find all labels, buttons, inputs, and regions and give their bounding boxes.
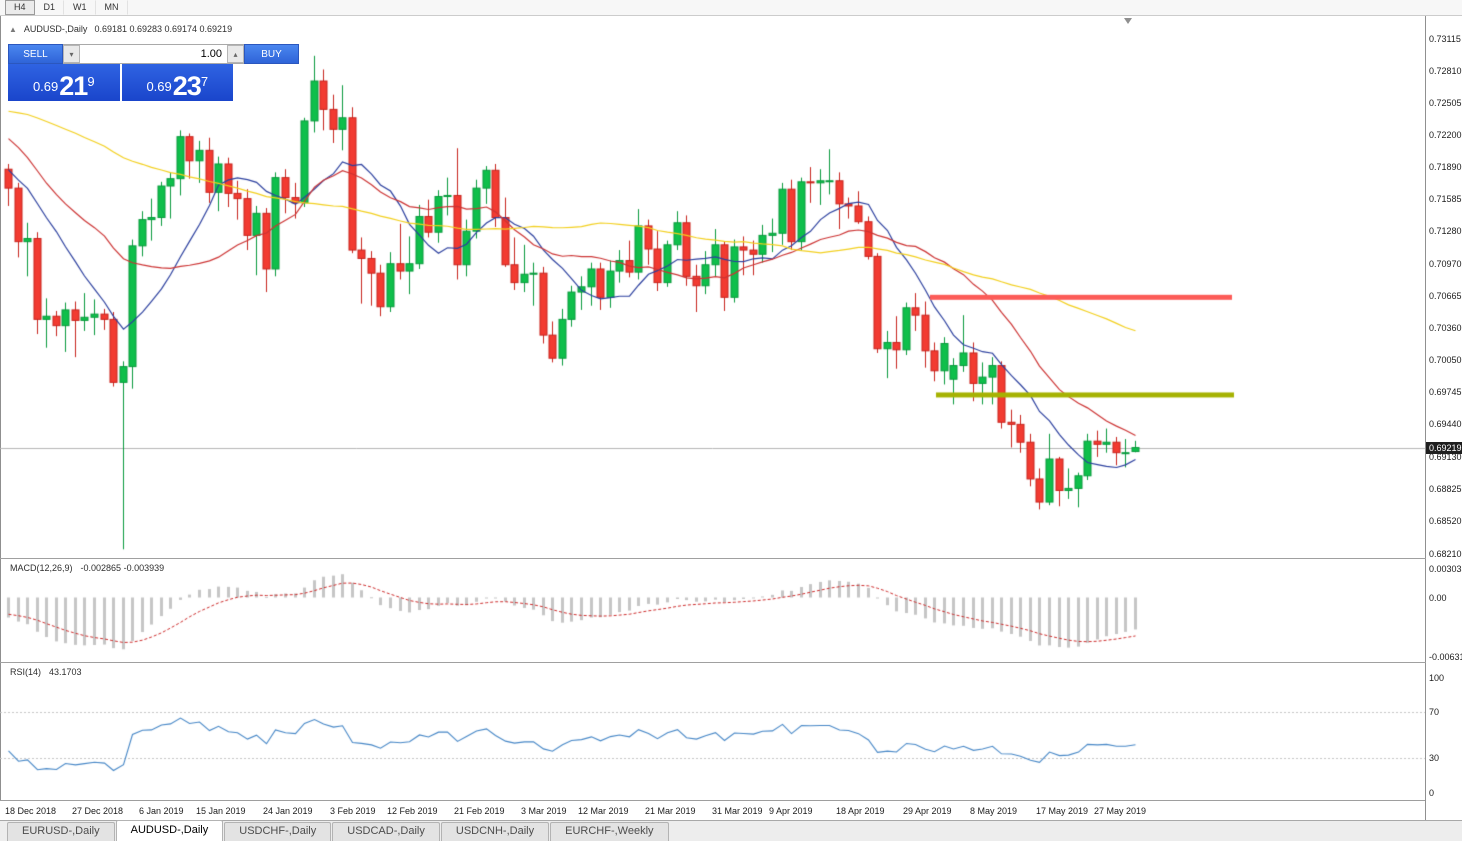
tab-eurchf-weekly[interactable]: EURCHF-,Weekly [550,822,669,841]
volume-input[interactable] [80,45,227,63]
pane-separator[interactable] [0,558,1426,559]
chart-title: ▲ AUDUSD-,Daily 0.69181 0.69283 0.69174 … [9,24,232,34]
sell-price-pipette: 9 [87,74,95,89]
price-axis-border [1425,16,1426,821]
price-axis-label: 0.68825 [1429,483,1462,494]
price-axis-label: 0.68520 [1429,515,1462,526]
sell-button[interactable]: SELL [8,44,63,64]
timeframe-toolbar: H4 D1 W1 MN [0,0,1462,16]
rsi-axis-label: 0 [1429,787,1435,798]
volume-increase-button[interactable]: ▴ [227,45,244,63]
price-axis-label: 0.71585 [1429,194,1462,205]
timeframe-w1-button[interactable]: W1 [64,0,96,15]
sell-price-button[interactable]: 0.69 21 9 [8,64,120,101]
date-axis-label: 8 May 2019 [970,806,1018,816]
chart-ohlc-values: 0.69181 0.69283 0.69174 0.69219 [94,24,233,34]
date-axis-label: 3 Feb 2019 [330,806,376,816]
timeframe-d1-button[interactable]: D1 [35,0,65,15]
price-axis-label: 0.69130 [1429,451,1462,462]
price-axis[interactable]: 0.69219 0.73115 0.72810 0.72505 0.72200 0.71… [1426,16,1462,821]
date-axis-label: 27 May 2019 [1094,806,1147,816]
tab-usdchf-daily[interactable]: USDCHF-,Daily [224,822,332,841]
buy-button[interactable]: BUY [244,44,299,64]
price-axis-label: 0.70360 [1429,322,1462,333]
date-axis-label: 27 Dec 2018 [72,806,124,816]
tab-audusd-daily[interactable]: AUDUSD-,Daily [115,820,224,841]
price-axis-label: 0.70050 [1429,355,1462,366]
macd-axis-label: 0.00 [1429,592,1447,603]
volume-decrease-button[interactable]: ▾ [63,45,80,63]
price-axis-label: 0.71890 [1429,162,1462,173]
date-axis-label: 6 Jan 2019 [139,806,184,816]
rsi-name: RSI(14) [10,667,42,677]
chart-shift-marker[interactable] [1124,18,1132,24]
date-axis-label: 21 Feb 2019 [454,806,505,816]
price-axis-label: 0.72200 [1429,129,1462,140]
macd-values: -0.002865 -0.003939 [80,563,165,573]
chart-tab-bar: EURUSD-,Daily AUDUSD-,Daily USDCHF-,Dail… [0,820,1462,841]
volume-control: ▾ ▴ [63,44,244,64]
sell-price-big: 21 [59,71,88,101]
macd-indicator-label: MACD(12,26,9) -0.002865 -0.003939 [10,563,164,573]
rsi-indicator-label: RSI(14) 43.1703 [10,667,82,677]
date-axis-label: 9 Apr 2019 [769,806,813,816]
date-axis-label: 29 Apr 2019 [903,806,952,816]
date-axis-label: 31 Mar 2019 [712,806,763,816]
date-axis-label: 12 Mar 2019 [578,806,629,816]
buy-price-button[interactable]: 0.69 23 7 [121,64,233,101]
date-axis-label: 18 Dec 2018 [5,806,57,816]
date-axis-label: 3 Mar 2019 [521,806,567,816]
buy-price-big: 23 [172,71,202,101]
macd-axis-label: -0.006315 [1429,651,1462,662]
macd-name: MACD(12,26,9) [10,563,73,573]
tab-usdcnh-daily[interactable]: USDCNH-,Daily [440,822,550,841]
rsi-value: 43.1703 [49,667,82,677]
price-axis-label: 0.69745 [1429,387,1462,398]
sell-price-prefix: 0.69 [32,79,59,94]
price-axis-label: 0.70970 [1429,258,1462,269]
tab-eurusd-daily[interactable]: EURUSD-,Daily [7,822,115,841]
macd-indicator-canvas[interactable] [0,558,1425,662]
date-axis-label: 21 Mar 2019 [645,806,696,816]
buy-price-pipette: 7 [200,74,209,89]
buy-price-prefix: 0.69 [146,79,172,94]
date-axis-label: 18 Apr 2019 [836,806,885,816]
macd-axis-label: 0.003035 [1429,564,1462,574]
price-axis-label: 0.72810 [1429,65,1462,76]
rsi-axis-label: 30 [1429,753,1440,763]
timeframe-mn-button[interactable]: MN [96,0,128,15]
tab-usdcad-daily[interactable]: USDCAD-,Daily [332,822,440,841]
date-axis-label: 12 Feb 2019 [387,806,438,816]
date-axis-label: 24 Jan 2019 [263,806,313,816]
date-axis-label: 17 May 2019 [1036,806,1089,816]
current-price-tag: 0.69219 [1426,441,1462,454]
pane-separator[interactable] [0,662,1426,663]
one-click-collapse-arrow[interactable]: ▲ [9,24,17,34]
date-axis-label: 15 Jan 2019 [196,806,246,816]
price-axis-label: 0.69440 [1429,419,1462,430]
rsi-axis-label: 100 [1429,672,1445,683]
price-axis-label: 0.73115 [1429,33,1461,44]
rsi-indicator-canvas[interactable] [0,662,1425,800]
date-axis[interactable]: 18 Dec 2018 27 Dec 2018 6 Jan 2019 15 Jan 2… [0,800,1425,821]
main-chart-canvas[interactable] [0,16,1425,558]
price-axis-label: 0.68210 [1429,548,1462,559]
price-axis-label: 0.72505 [1429,97,1462,108]
timeframe-h4-button[interactable]: H4 [5,0,35,15]
chart-symbol-period: AUDUSD-,Daily [23,24,88,34]
price-axis-label: 0.71280 [1429,226,1462,237]
price-axis-label: 0.70665 [1429,290,1462,301]
rsi-axis-label: 70 [1429,707,1440,717]
